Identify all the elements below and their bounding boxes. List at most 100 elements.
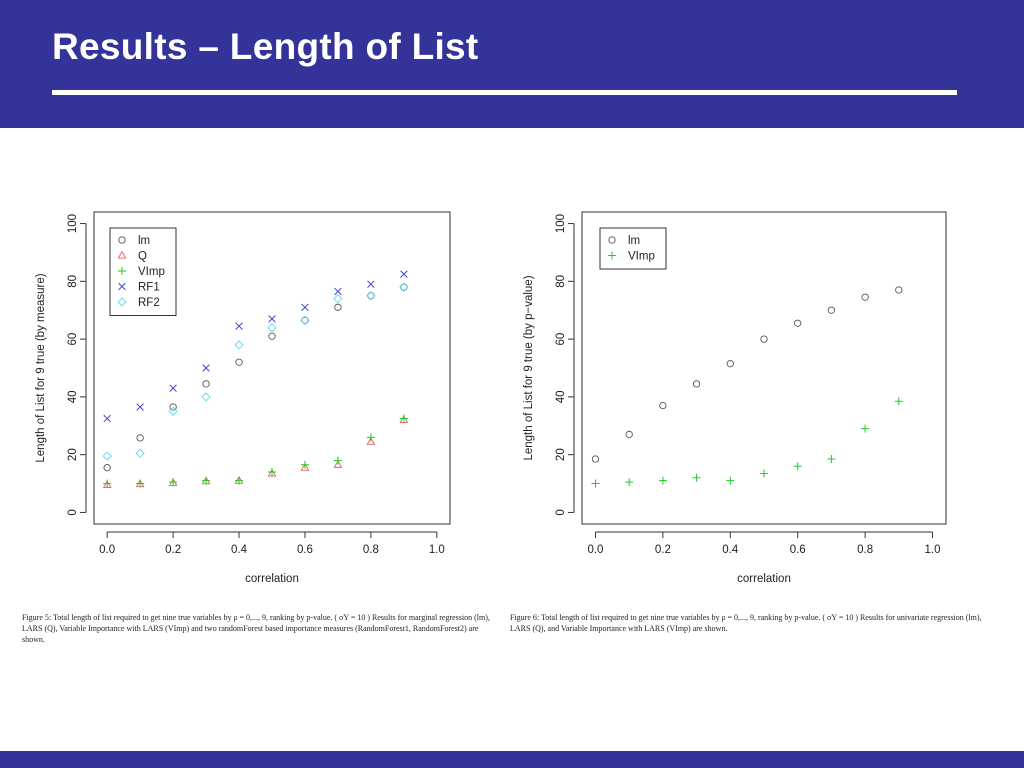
y-tick-label: 80 — [555, 275, 567, 288]
x-tick-label: 0.8 — [363, 544, 379, 556]
y-tick-label: 60 — [67, 333, 79, 346]
x-tick-label: 0.2 — [655, 544, 671, 556]
y-tick-label: 100 — [67, 214, 79, 233]
y-tick-label: 80 — [67, 275, 79, 288]
series-rf2 — [102, 282, 409, 461]
data-point-lm — [268, 332, 276, 340]
y-axis-label: Length of List for 9 true (by p−value) — [523, 275, 535, 460]
data-point-lm — [334, 303, 342, 311]
y-axis-label: Length of List for 9 true (by measure) — [35, 273, 47, 462]
data-point-rf2 — [267, 322, 277, 333]
series-vimp — [591, 397, 903, 488]
data-point-q — [333, 460, 343, 468]
data-point-lm — [827, 306, 836, 314]
data-point-vimp — [793, 462, 802, 471]
data-point-vimp — [894, 397, 903, 406]
data-point-q — [366, 436, 376, 445]
data-point-rf2 — [168, 406, 178, 416]
data-point-rf1 — [169, 384, 177, 392]
footer-bar — [0, 751, 1024, 768]
figure-5-caption: Figure 5: Total length of list required … — [22, 613, 490, 644]
series-q — [102, 415, 409, 489]
data-point-q — [102, 480, 112, 489]
data-point-rf2 — [234, 340, 244, 350]
legend-entry: lm — [118, 235, 150, 247]
legend-entry: RF2 — [117, 297, 160, 309]
y-tick-label: 0 — [555, 509, 567, 515]
title-underline — [52, 90, 957, 95]
data-point-vimp — [399, 414, 408, 423]
data-point-lm — [103, 464, 111, 472]
series-lm — [103, 283, 408, 472]
data-point-lm — [760, 335, 768, 343]
data-point-rf1 — [202, 364, 210, 372]
data-point-rf2 — [102, 451, 112, 461]
legend-label: VImp — [628, 251, 655, 263]
data-point-vimp — [692, 473, 701, 482]
data-point-lm — [169, 403, 177, 411]
data-point-vimp — [300, 460, 309, 469]
y-tick-label: 0 — [67, 509, 79, 515]
data-point-q — [267, 468, 277, 477]
legend-label: lm — [138, 235, 150, 247]
slide-title: Results – Length of List — [52, 26, 479, 67]
data-point-lm — [367, 292, 375, 300]
data-point-vimp — [591, 479, 600, 488]
data-point-vimp — [268, 468, 276, 476]
legend-marker — [118, 282, 126, 291]
data-point-rf1 — [367, 280, 375, 288]
data-point-vimp — [625, 478, 634, 487]
legend-label: lm — [628, 235, 640, 247]
data-point-vimp — [726, 476, 735, 485]
data-point-rf2 — [333, 294, 343, 304]
data-point-vimp — [103, 479, 112, 488]
x-tick-label: 0.0 — [587, 544, 603, 556]
series-rf1 — [103, 270, 408, 423]
legend-entry: VImp — [608, 251, 655, 263]
data-point-lm — [136, 434, 144, 442]
data-point-rf1 — [103, 414, 111, 423]
data-point-lm — [400, 283, 408, 291]
series-vimp — [103, 414, 408, 488]
y-tick-label: 40 — [67, 390, 79, 403]
legend-entry: lm — [608, 235, 640, 247]
data-point-vimp — [827, 455, 836, 463]
legend-entry: Q — [117, 251, 147, 263]
chart-by-p-value: 0.0 0.2 0.4 0.6 0.8 1.0 correlation 0 20 40 60 80 10… — [523, 211, 947, 585]
data-point-vimp — [366, 433, 375, 442]
y-tick-label: 100 — [555, 214, 567, 233]
series-lm — [591, 286, 903, 463]
y-tick-label: 20 — [67, 448, 79, 461]
data-point-rf2 — [201, 392, 211, 402]
x-tick-label: 0.0 — [99, 544, 115, 556]
data-point-lm — [794, 319, 802, 327]
legend-entry: RF1 — [118, 282, 160, 294]
y-tick-label: 20 — [555, 448, 567, 461]
legend-label: RF1 — [138, 282, 160, 294]
data-point-vimp — [136, 479, 145, 488]
data-point-lm — [726, 360, 734, 368]
data-point-lm — [625, 430, 633, 439]
data-point-vimp — [235, 476, 244, 485]
plot-frame — [581, 211, 947, 525]
legend-marker — [117, 297, 127, 307]
legend-marker — [118, 236, 126, 244]
legend-label: Q — [138, 251, 147, 263]
data-point-rf1 — [334, 287, 342, 296]
data-point-lm — [861, 293, 869, 301]
data-point-rf2 — [135, 448, 145, 458]
title-banner: Results – Length of List — [0, 0, 1024, 128]
x-tick-label: 0.6 — [297, 544, 313, 556]
data-point-lm — [301, 316, 309, 324]
legend-marker — [608, 251, 616, 260]
legend-box — [599, 227, 667, 270]
data-point-q — [399, 415, 409, 424]
figure-6-caption: Figure 6: Total length of list required … — [510, 613, 982, 633]
x-tick-label: 0.2 — [165, 544, 181, 556]
data-point-lm — [591, 455, 600, 463]
data-point-rf2 — [399, 282, 409, 292]
legend-label: RF2 — [138, 297, 160, 309]
data-point-rf1 — [301, 303, 309, 312]
data-point-vimp — [202, 476, 211, 485]
data-point-q — [300, 462, 310, 471]
